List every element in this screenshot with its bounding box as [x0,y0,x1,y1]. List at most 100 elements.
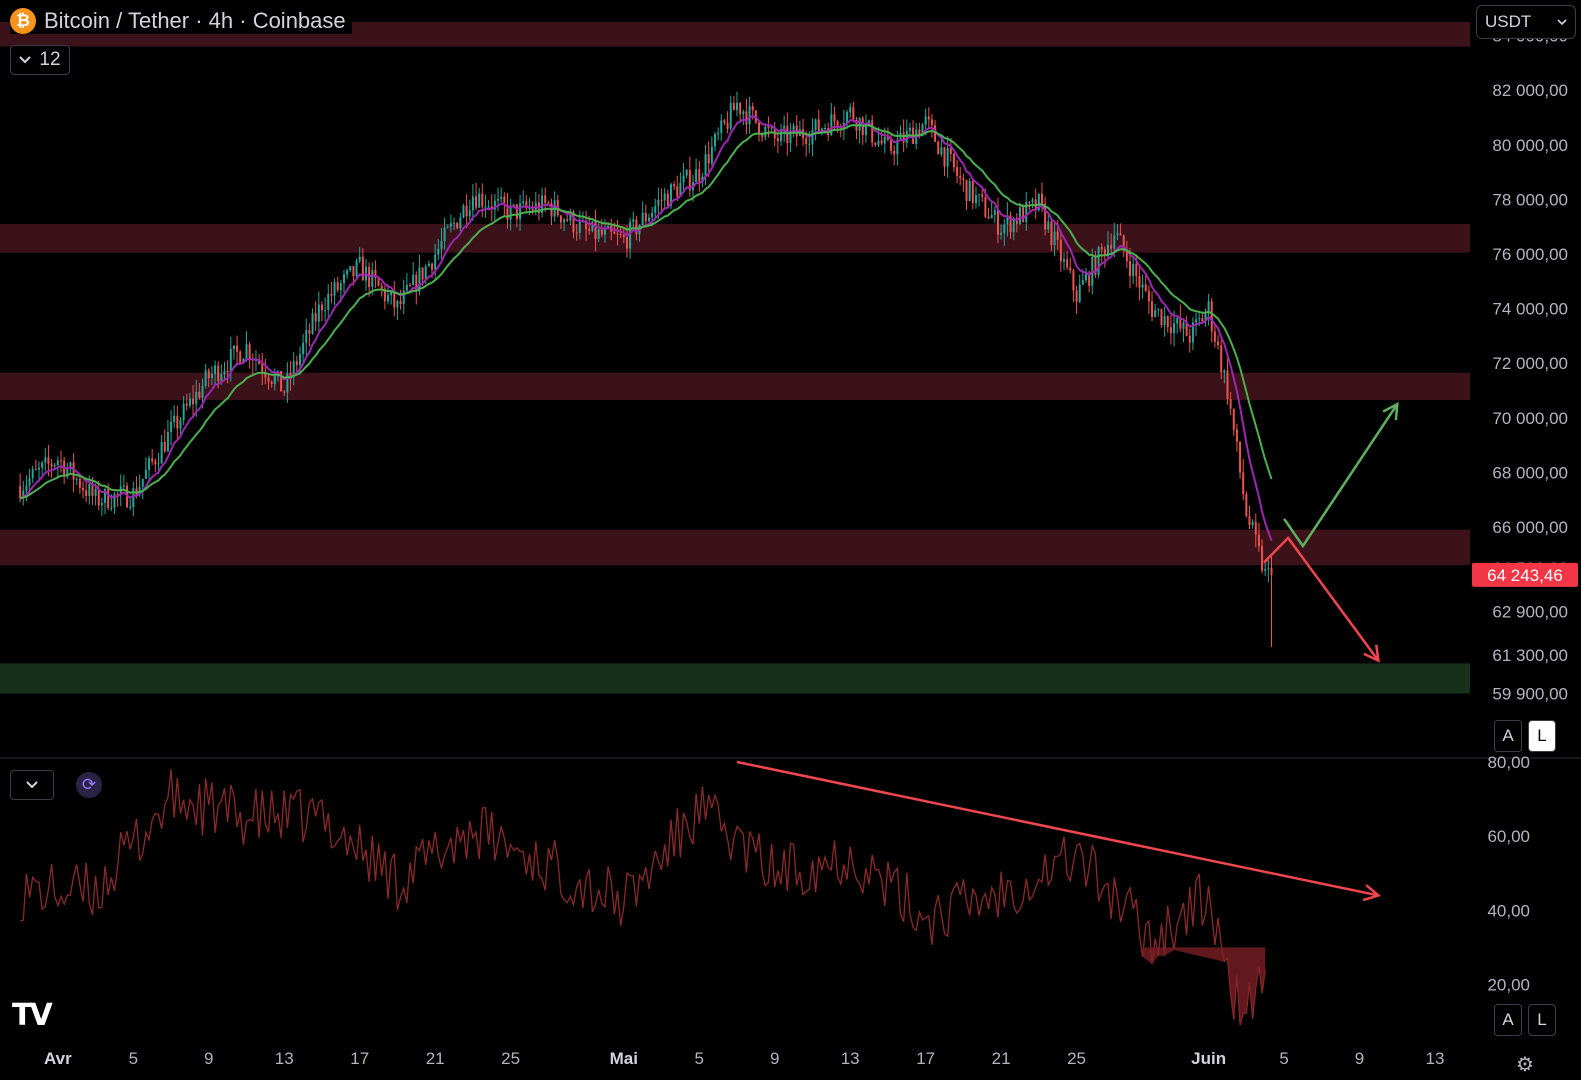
candle-body [745,111,748,125]
candle-body [660,199,663,201]
currency-select[interactable]: USDT [1476,5,1576,39]
candle-body [333,282,336,296]
candle-body [971,180,974,203]
candle-body [462,205,465,218]
candle-body [780,129,783,141]
gear-icon[interactable]: ⚙ [1516,1054,1534,1076]
candle-body [141,478,144,487]
candle-body [509,205,512,220]
candle-body [157,463,160,465]
candle-body [934,125,937,142]
candle-body [418,267,421,292]
candle-body [1195,319,1198,323]
time-axis-label: 5 [129,1049,138,1068]
rsi-axis-label: 20,00 [1487,975,1530,994]
ema_slow-line [19,123,1273,500]
candle-body [1072,270,1075,291]
time-axis-label: 17 [916,1049,935,1068]
candle-body [1169,327,1172,334]
candle-body [286,372,289,393]
candle-body [53,465,56,467]
candle-body [459,217,462,229]
candle-body [166,432,169,452]
candle-body [248,344,251,360]
candle-body [1129,261,1132,276]
candle-body [1053,231,1056,246]
candle-body [1160,309,1163,326]
last-price-badge [1472,562,1578,587]
candle-body [805,138,808,144]
auto-scale-button[interactable]: A [1494,1004,1522,1036]
log-scale-button[interactable]: L [1528,1004,1556,1036]
time-axis-label: Juin [1191,1049,1226,1068]
candle-body [833,114,836,122]
candle-body [1097,247,1100,275]
candle-body [1147,290,1150,302]
rsi-axis-label: 40,00 [1487,901,1530,920]
auto-scale-button[interactable]: A [1494,720,1522,752]
candle-body [654,206,657,213]
candle-body [1012,218,1015,233]
candle-body [713,134,716,147]
log-scale-button[interactable]: L [1528,720,1556,752]
candle-body [132,488,135,507]
candle-body [613,231,616,234]
candle-body [1179,318,1182,329]
candle-body [695,169,698,183]
rsi-axis-label: 60,00 [1487,827,1530,846]
time-axis-label: 21 [992,1049,1011,1068]
candle-body [776,138,779,141]
candle-body [1116,233,1119,236]
rsi-line [19,769,1266,1026]
candle-body [1037,193,1040,211]
symbol-title: Bitcoin / Tether · 4h · Coinbase [44,8,346,33]
indicators-toggle-button[interactable]: 12 [10,45,70,75]
candle-body [242,358,245,364]
symbol-header[interactable]: ₿ Bitcoin / Tether · 4h · Coinbase [10,8,352,34]
currency-label: USDT [1485,12,1532,31]
candle-body [226,370,229,373]
candle-body [597,229,600,239]
candle-body [1056,231,1059,240]
candle-body [1040,193,1043,204]
candle-body [836,121,839,128]
candle-body [104,489,107,503]
candle-body [327,293,330,310]
time-axis-label: 21 [426,1049,445,1068]
candle-body [1069,267,1072,271]
candle-body [525,201,528,209]
candle-body [1151,301,1154,317]
candle-body [1028,201,1031,203]
candle-body [1166,316,1169,328]
candle-body [371,270,374,288]
candle-body [415,274,418,292]
candle-body [877,140,880,145]
candle-body [1207,301,1210,314]
candle-body [1182,322,1185,329]
candle-body [446,226,449,228]
candle-body [1210,301,1213,332]
candle-body [440,241,443,249]
time-axis-label: 13 [841,1049,860,1068]
candle-body [594,221,597,239]
candle-body [25,485,28,491]
zone-resistance-2 [0,372,1470,401]
candle-body [808,143,811,145]
candle-body [1220,345,1223,373]
candle-body [129,506,132,508]
candle-body [402,290,405,305]
price-axis-label: 68 000,00 [1492,463,1568,482]
candle-body [575,232,578,234]
rsi-trendline-arrowhead [1362,884,1381,902]
candle-body [198,391,201,398]
candle-body [28,478,31,486]
candle-body [1154,310,1157,317]
candle-body [283,391,286,393]
candle-body [956,167,959,176]
candle-body [497,198,500,201]
candle-body [383,288,386,302]
rsi-pane-toggle-button[interactable] [10,770,54,800]
refresh-icon[interactable]: ⟳ [76,772,102,798]
candle-body [726,122,729,129]
